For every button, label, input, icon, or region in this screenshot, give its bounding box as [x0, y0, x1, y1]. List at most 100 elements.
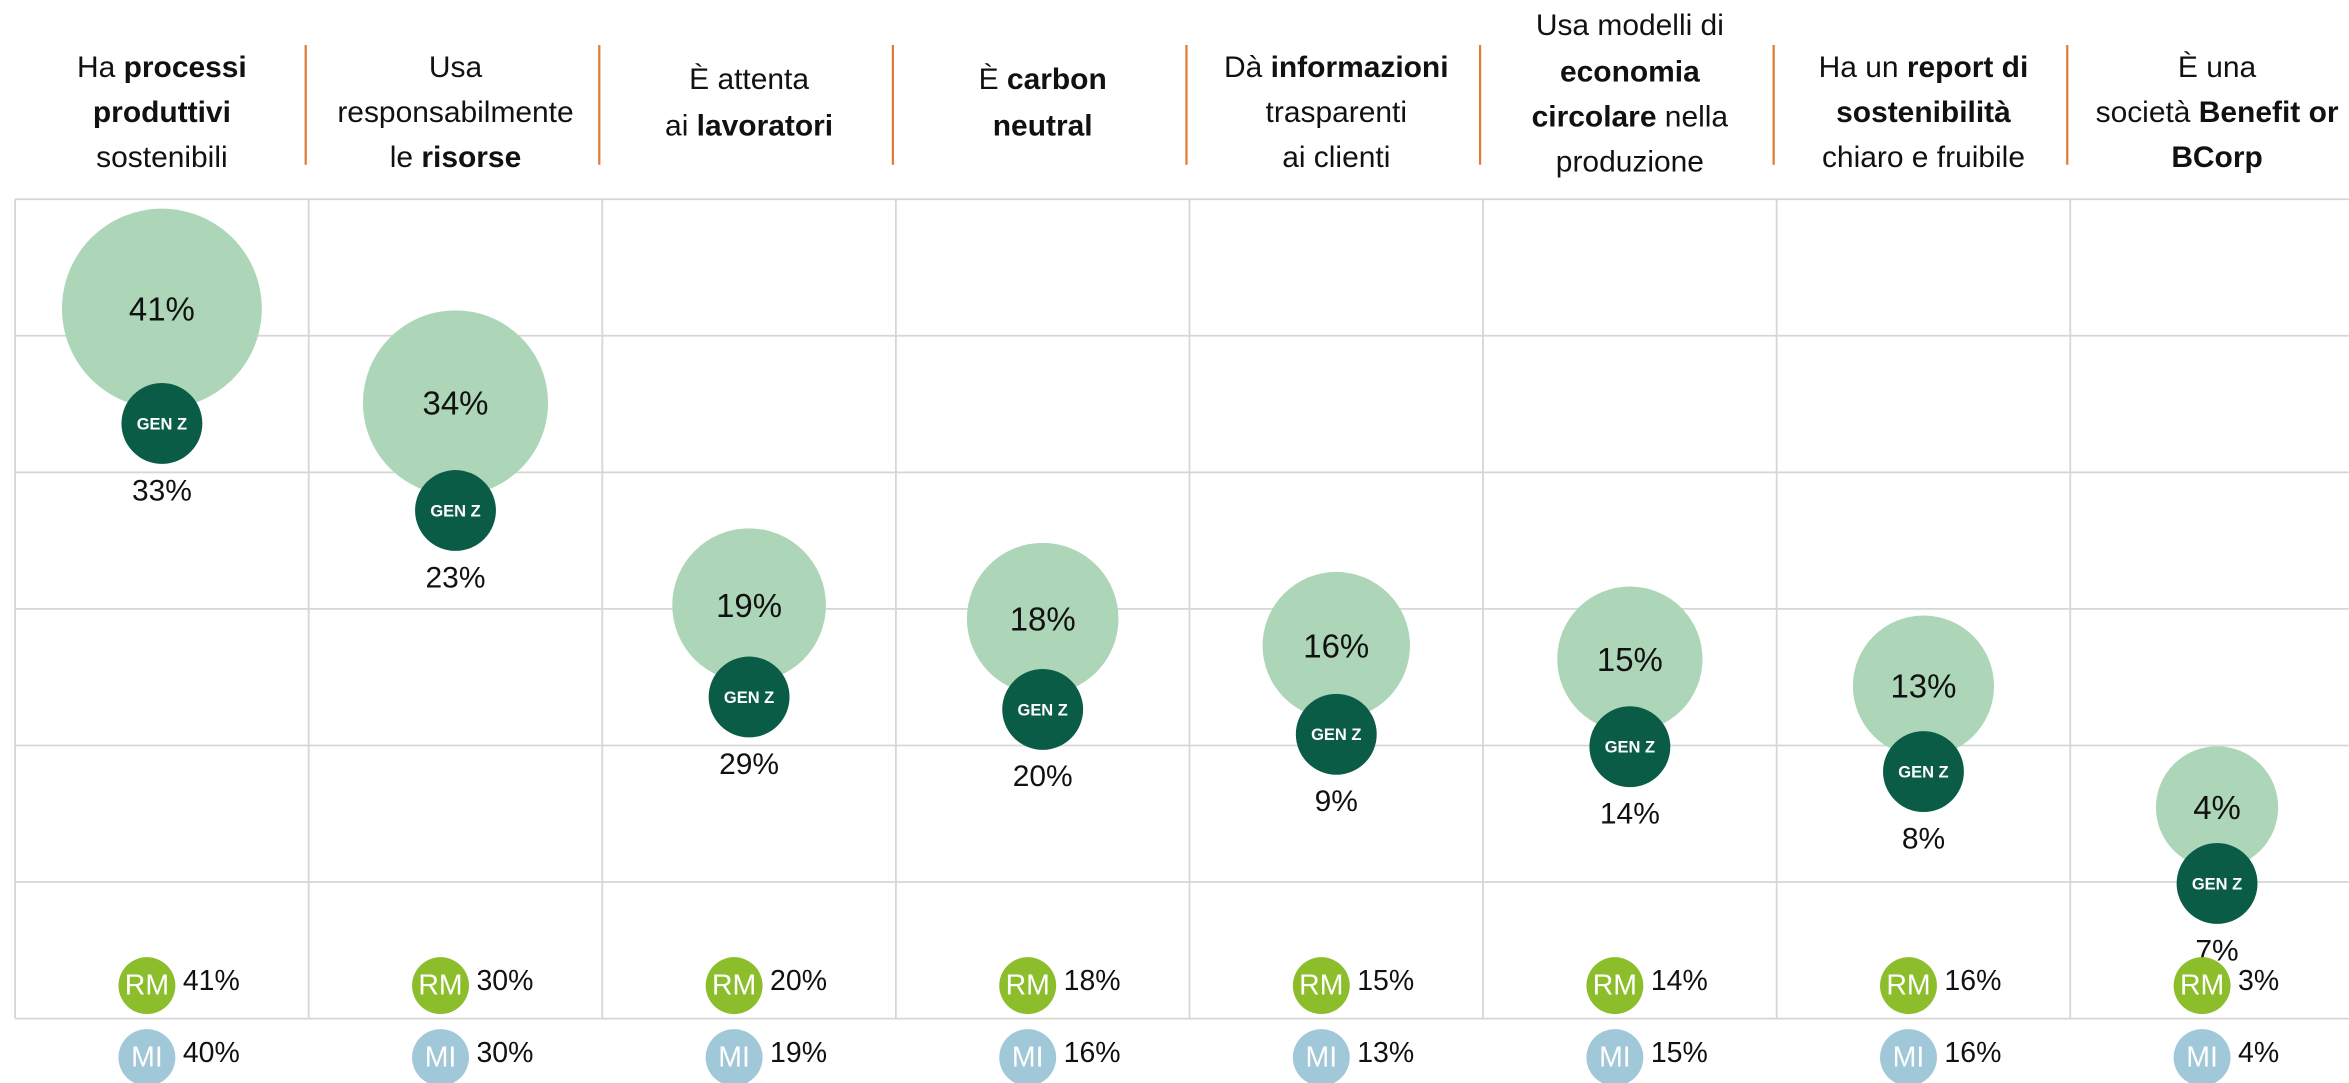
label-part: Usa modelli di	[1536, 9, 1724, 42]
badge-value: 15%	[1651, 1037, 1708, 1069]
badge-name: MI	[2186, 1042, 2218, 1074]
label-part: chiaro e fruibile	[1822, 141, 2025, 174]
genz-name: GEN Z	[724, 689, 774, 707]
badge	[412, 957, 469, 1015]
badge-value: 16%	[1944, 965, 2001, 997]
badge-value: 16%	[1944, 1037, 2001, 1069]
bubble-label: 16%	[1303, 627, 1369, 664]
category-label: È attenta	[689, 63, 809, 96]
genz-value: 14%	[1600, 798, 1660, 831]
bubble-label: 13%	[1890, 668, 1956, 705]
label-part: ai clienti	[1282, 141, 1390, 174]
bubble-label: 4%	[2193, 789, 2241, 826]
bubble-label: 19%	[716, 587, 782, 624]
category-label: BCorp	[2171, 141, 2262, 174]
badge-name: MI	[1012, 1042, 1044, 1074]
label-part: informazioni	[1271, 51, 1449, 84]
category-label: neutral	[993, 109, 1093, 142]
badge	[1586, 1029, 1644, 1083]
genz-name: GEN Z	[2192, 875, 2242, 893]
category-label: le risorse	[390, 141, 521, 174]
category-label: È carbon	[979, 63, 1107, 96]
bubble	[2155, 746, 2279, 869]
label-part: È una	[2178, 51, 2257, 84]
genz-badge	[708, 656, 790, 738]
genz-name: GEN Z	[1018, 701, 1068, 719]
badge-name: RM	[1299, 970, 1343, 1002]
genz-value: 20%	[1013, 760, 1073, 793]
category-label: trasparenti	[1266, 96, 1407, 129]
label-part: BCorp	[2171, 141, 2262, 174]
genz-value: 23%	[426, 561, 486, 594]
label-part: neutral	[993, 109, 1093, 142]
category-label: società Benefit or	[2096, 96, 2339, 129]
badge-name: MI	[1893, 1042, 1925, 1074]
genz-name: GEN Z	[1311, 726, 1361, 744]
badge-name: RM	[1006, 970, 1050, 1002]
badge	[999, 1029, 1057, 1083]
label-part: sostenibili	[96, 141, 227, 174]
badge-value: 16%	[1064, 1037, 1121, 1069]
badge-name: RM	[712, 970, 756, 1002]
badge-value: 15%	[1357, 965, 1414, 997]
label-part: responsabilmente	[337, 96, 573, 129]
category-label: circolare nella	[1532, 100, 1729, 133]
badge-value: 13%	[1357, 1037, 1414, 1069]
bubble	[61, 208, 262, 409]
label-part: ai	[665, 109, 697, 142]
badge	[705, 1029, 763, 1083]
category-label: economia	[1560, 55, 1700, 88]
label-part: report di	[1907, 51, 2028, 84]
badge-name: RM	[2180, 970, 2224, 1002]
category-label: ai lavoratori	[665, 109, 833, 142]
label-part: economia	[1560, 55, 1700, 88]
genz-name: GEN Z	[1898, 763, 1948, 781]
genz-value: 29%	[719, 748, 779, 781]
label-part: nella	[1656, 100, 1728, 133]
bubble	[1262, 571, 1410, 720]
badge-name: MI	[425, 1042, 457, 1074]
badge-value: 30%	[476, 1037, 533, 1069]
genz-badge	[2176, 843, 2258, 924]
bubble-label: 18%	[1010, 600, 1076, 637]
badge-name: MI	[718, 1042, 750, 1074]
bubble	[1852, 615, 1995, 757]
label-part: le	[390, 141, 422, 174]
bubble	[966, 542, 1119, 695]
badge-value: 4%	[2238, 1037, 2279, 1069]
badge-name: RM	[418, 970, 462, 1002]
label-part: risorse	[421, 141, 521, 174]
genz-badge	[1295, 693, 1377, 775]
badge-name: MI	[131, 1042, 163, 1074]
category-label: ai clienti	[1282, 141, 1390, 174]
category-label: sostenibili	[96, 141, 227, 174]
category-label: Ha un report di	[1819, 51, 2029, 84]
category-label: Usa	[429, 51, 483, 84]
label-part: Benefit or	[2199, 96, 2339, 129]
bubble	[362, 310, 549, 496]
category-label: produttivi	[93, 96, 231, 129]
label-part: È attenta	[689, 63, 809, 96]
genz-badge	[1883, 731, 1964, 813]
bubble-label: 34%	[423, 385, 489, 422]
badge	[118, 1029, 176, 1083]
genz-value: 9%	[1315, 785, 1358, 818]
genz-badge	[121, 383, 203, 464]
badge-value: 14%	[1651, 965, 1708, 997]
badge	[118, 957, 176, 1015]
category-label: Ha processi	[77, 51, 247, 84]
badge-value: 40%	[183, 1037, 240, 1069]
genz-value: 8%	[1902, 822, 1945, 855]
genz-name: GEN Z	[1605, 739, 1655, 757]
label-part: produzione	[1556, 145, 1704, 178]
label-part: società	[2096, 96, 2199, 129]
label-part: carbon	[1007, 63, 1107, 96]
badge	[2173, 1029, 2231, 1083]
category-label: produzione	[1556, 145, 1704, 178]
genz-name: GEN Z	[137, 415, 187, 433]
badge	[705, 957, 763, 1015]
category-label: Dà informazioni	[1224, 51, 1449, 84]
badge	[1292, 957, 1350, 1015]
